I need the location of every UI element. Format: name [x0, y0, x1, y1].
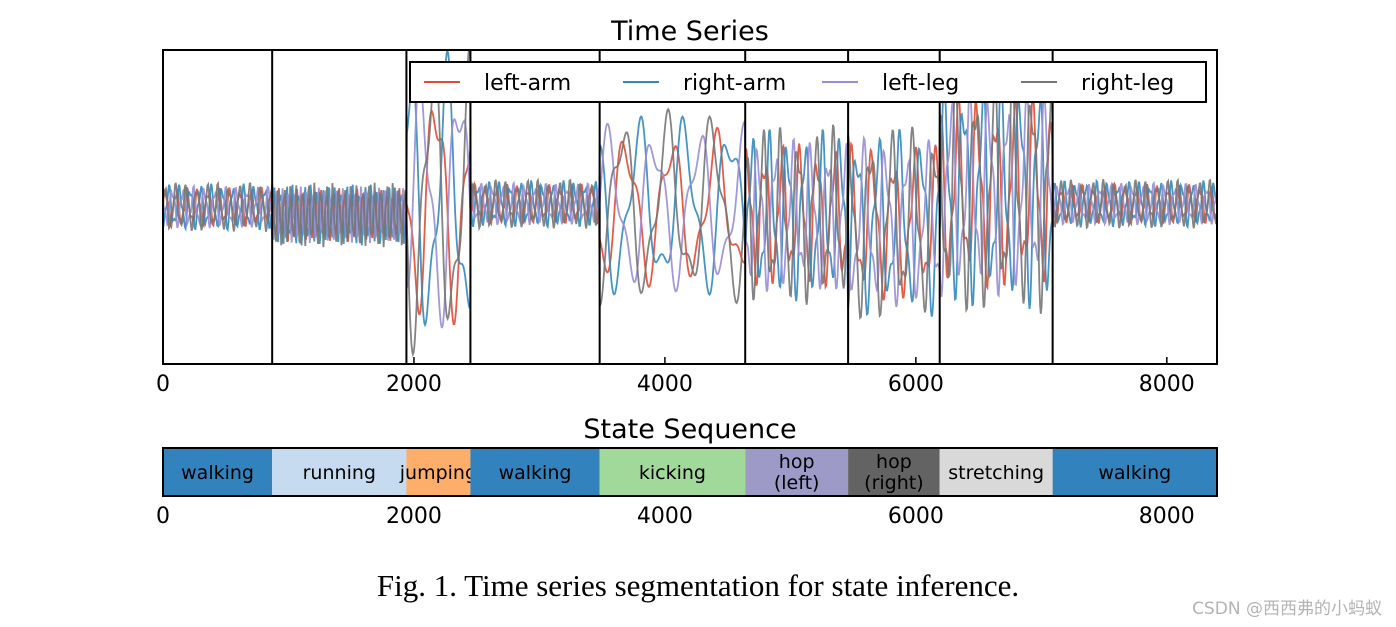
x-tick-label: 8000 — [1139, 504, 1195, 529]
state-segment-label: walking — [1098, 462, 1171, 484]
x-tick-label: 4000 — [637, 504, 693, 529]
legend-entry-right-arm: right-arm — [683, 71, 786, 96]
state-segment — [745, 448, 849, 496]
watermark: CSDN @西西弗的小蚂蚁 — [1192, 599, 1382, 619]
state-segment-label: walking — [499, 462, 572, 484]
x-tick-label: 4000 — [637, 372, 693, 397]
state-segment-label: stretching — [948, 462, 1044, 484]
x-tick-label: 0 — [156, 372, 170, 397]
legend-entry-right-leg: right-leg — [1081, 71, 1174, 96]
time-series-plot: 0 2000 4000 6000 8000 left-arm right-arm left-l… — [156, 49, 1218, 397]
state-segment — [939, 448, 1053, 496]
legend: left-arm right-arm left-leg right-leg — [409, 61, 1207, 103]
state-segment — [1052, 448, 1217, 496]
state-segment — [163, 448, 273, 496]
time-series-title: Time Series — [610, 16, 769, 47]
state-segment-label: hop (right) — [864, 451, 923, 494]
x-tick-label: 2000 — [386, 504, 442, 529]
state-segment-label: running — [303, 462, 376, 484]
x-tick-label: 6000 — [888, 504, 944, 529]
legend-entry-left-arm: left-arm — [484, 71, 571, 96]
state-segment — [848, 448, 940, 496]
time-series-frame — [162, 49, 1218, 365]
state-sequence-plot: walking running jumping walking kicking hop (l… — [156, 447, 1218, 529]
series-line-right-leg — [163, 50, 1217, 358]
state-segment — [406, 448, 471, 496]
figure-caption: Fig. 1. Time series segmentation for sta… — [376, 568, 1020, 603]
state-sequence-frame — [162, 447, 1218, 497]
state-segment — [599, 448, 746, 496]
state-sequence-title: State Sequence — [583, 414, 796, 445]
x-tick-label: 6000 — [888, 372, 944, 397]
state-segment-label: hop (left) — [774, 451, 820, 494]
x-tick-label: 8000 — [1139, 372, 1195, 397]
state-segment-label: walking — [181, 462, 254, 484]
state-segment-label: kicking — [639, 462, 706, 484]
state-segment-label: jumping — [399, 462, 477, 484]
x-tick-label: 0 — [156, 504, 170, 529]
legend-entry-left-leg: left-leg — [882, 71, 959, 96]
series-line-left-leg — [163, 72, 1217, 329]
x-tick-label: 2000 — [386, 372, 442, 397]
state-segment — [272, 448, 407, 496]
state-segment — [470, 448, 600, 496]
